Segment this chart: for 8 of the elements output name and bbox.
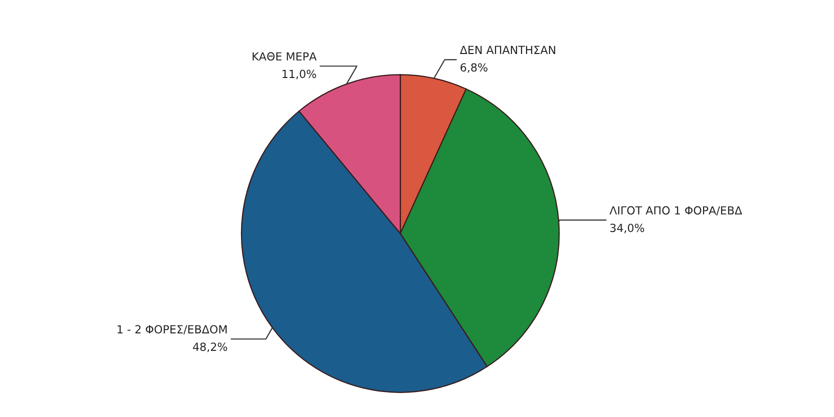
data-label: 11,0% <box>282 70 316 80</box>
slice-label: ΚΑΘΕ ΜΕΡΑ <box>252 52 317 61</box>
slice-label: ΔΕΝ ΑΠΑΝΤΗΣΑΝ <box>460 46 556 54</box>
data-label: 6,8% <box>460 63 488 73</box>
slice-label: 1 - 2 ΦΟΡΕΣ/ΕΒΔΟΜ <box>118 325 227 334</box>
data-label: 48,2% <box>192 342 228 352</box>
data-label: 34,0% <box>610 224 644 234</box>
slice-label: ΛΙΓΟΤ ΑΠΟ 1 ΦΟΡΑ/ΕΒΔ <box>610 206 742 216</box>
